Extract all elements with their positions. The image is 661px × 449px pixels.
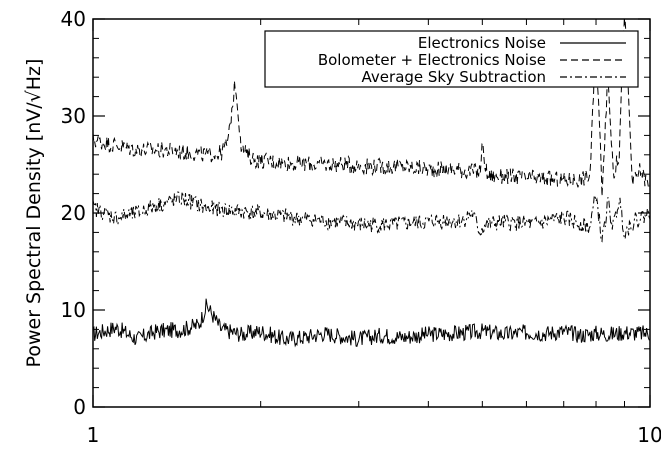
y-tick-label: 0 xyxy=(73,395,86,419)
legend-label: Average Sky Subtraction xyxy=(362,68,546,86)
y-tick-label: 40 xyxy=(61,7,86,31)
y-tick-label: 20 xyxy=(61,201,86,225)
y-axis-ticks: 0 10 20 30 40 xyxy=(61,7,650,419)
y-tick-label: 10 xyxy=(61,298,86,322)
series-line-dashdot xyxy=(92,191,651,243)
x-tick-label: 1 xyxy=(87,423,100,447)
legend-box xyxy=(264,30,639,88)
x-axis-ticks: 1 10 xyxy=(87,19,661,447)
x-tick-label: 10 xyxy=(637,423,661,447)
legend-label: Electronics Noise xyxy=(418,34,546,52)
series-layer xyxy=(92,18,651,348)
series-line-solid xyxy=(92,298,651,348)
series-line-dashed xyxy=(92,18,651,197)
y-axis-title: Power Spectral Density [nV/√Hz] xyxy=(23,59,45,368)
plot-area: 1 10 0 10 20 30 40 xyxy=(61,7,661,447)
y-tick-label: 30 xyxy=(61,104,86,128)
legend-label: Bolometer + Electronics Noise xyxy=(318,51,546,69)
